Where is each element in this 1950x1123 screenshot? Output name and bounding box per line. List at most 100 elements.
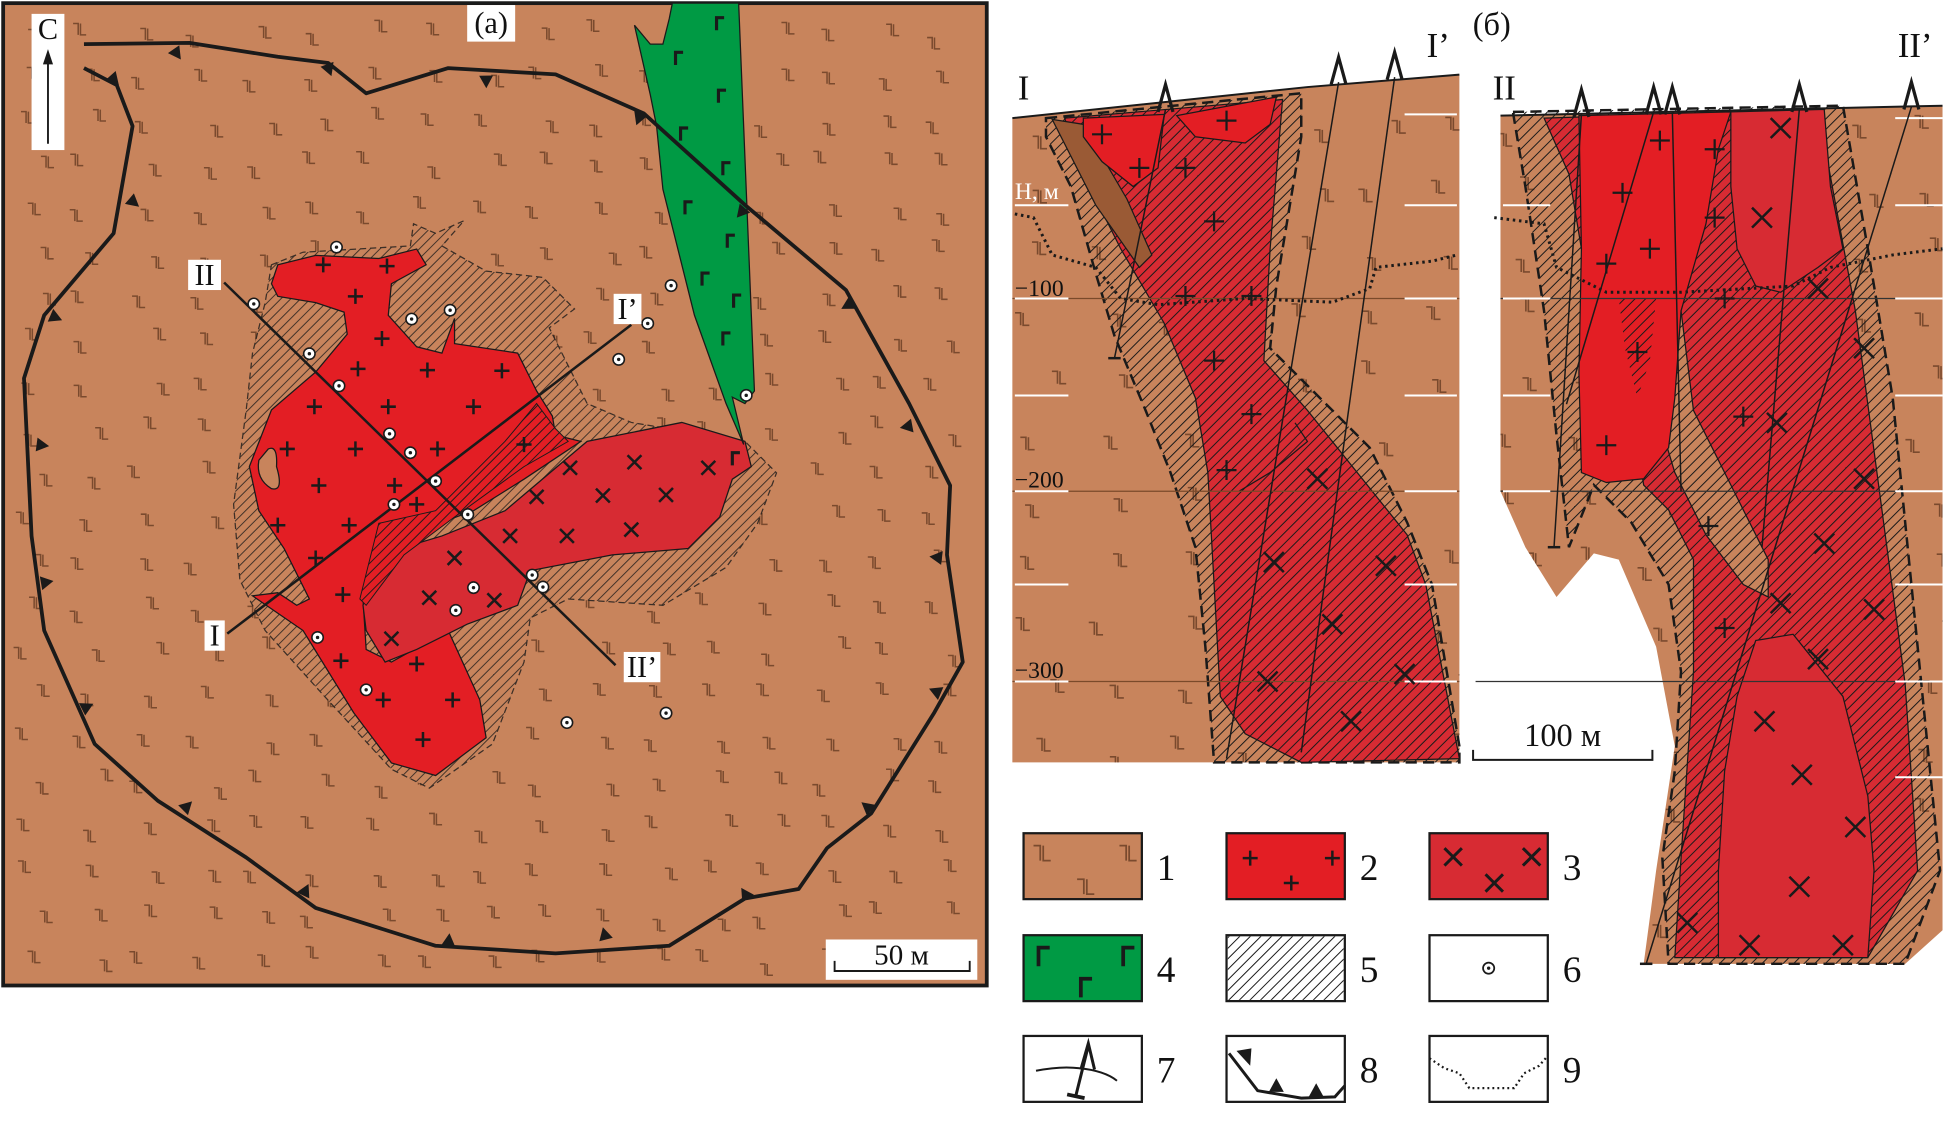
drill-hole-collar-icon: [1079, 1037, 1096, 1070]
basalt-symbol: [13, 646, 27, 660]
basalt-symbol: [759, 333, 774, 347]
legend-item-9: 9: [1428, 1034, 1581, 1103]
basalt-symbol: [1391, 119, 1406, 134]
section-label-I-end: I’: [613, 292, 642, 326]
basalt-symbol: [73, 384, 87, 398]
legend-item-4: 4: [1022, 934, 1176, 1003]
cross-symbol: [1393, 663, 1416, 685]
plus-symbol: [1092, 124, 1112, 145]
basalt-symbol: [923, 377, 937, 391]
basalt-symbol: [257, 954, 271, 968]
basalt-symbol: [1169, 735, 1185, 750]
section-label-II-end: II’: [623, 650, 661, 684]
basalt-symbol: [539, 151, 553, 165]
hatch-swatch: [1227, 936, 1344, 1000]
svg-text:II’: II’: [627, 650, 657, 684]
sample-point-dot: [454, 608, 458, 613]
basalt-symbol: [893, 284, 907, 298]
cross-symbol: [1853, 467, 1875, 490]
svg-text:50 м: 50 м: [874, 940, 929, 972]
basalt-symbol: [1015, 617, 1030, 632]
plus-symbol: [1324, 850, 1340, 866]
thrust-tooth: [78, 703, 94, 716]
cross-symbol: [1807, 648, 1829, 670]
section-I-end-label: I’: [1427, 26, 1450, 65]
sample-point-dot: [466, 512, 470, 517]
cross-symbol: [1738, 934, 1761, 956]
thrust-tooth: [899, 418, 914, 433]
depth-axis-title: Н, м: [1015, 179, 1059, 205]
basalt-symbol: [190, 296, 204, 310]
drill-hole-collar-icon: [1902, 75, 1921, 110]
basalt-symbol: [305, 945, 319, 959]
basalt-symbol: [531, 639, 545, 653]
sample-point-dot: [433, 479, 438, 483]
basalt-symbol: [838, 904, 852, 918]
drill-hole-trace: [1645, 106, 1913, 965]
basalt-symbol: [426, 22, 440, 36]
basalt-symbol: [16, 818, 30, 832]
cross-symbol: [1676, 911, 1699, 934]
basalt-symbol: [539, 247, 553, 261]
plus-symbol: [347, 288, 364, 304]
cross-symbol: [1484, 873, 1505, 893]
basalt-symbol: [242, 79, 256, 93]
legend-number: 1: [1157, 848, 1176, 889]
plus-symbol: [1204, 350, 1225, 371]
drill-hole-collar-icon: [1329, 51, 1348, 85]
basalt-symbol: [527, 784, 541, 798]
basalt-symbol: [868, 901, 882, 915]
cross-symbol: [1340, 710, 1362, 733]
basalt-symbol: [600, 736, 614, 750]
basalt-symbol: [931, 239, 945, 253]
basalt-symbol: [725, 814, 739, 828]
basalt-symbol: [754, 125, 768, 139]
gabbro-symbol: [1078, 976, 1093, 998]
basalt-symbol: [1118, 374, 1134, 389]
plus-symbol: [1242, 850, 1258, 866]
section-label-II-start: II: [188, 258, 221, 292]
thrust-tooth: [1236, 1048, 1252, 1066]
plus-symbol: [1704, 207, 1725, 228]
basalt-symbol: [265, 694, 279, 708]
basalt-symbol: [72, 735, 86, 749]
legend-swatch: [1022, 832, 1143, 901]
plus-symbol: [409, 656, 425, 672]
basalt-symbol: [436, 908, 450, 922]
basalt-symbol: [1032, 135, 1048, 150]
basalt-symbol: [836, 377, 850, 391]
basalt-symbol: [1515, 258, 1530, 273]
thrust-tooth: [736, 203, 751, 218]
basalt-symbol: [541, 27, 555, 41]
thrust-tooth: [861, 802, 876, 816]
cross-symbol: [1766, 412, 1788, 434]
basalt-symbol: [772, 241, 786, 255]
basalt-symbol: [769, 558, 783, 572]
thrust-tooth: [167, 45, 181, 60]
basalt-symbol: [822, 293, 836, 307]
plus-symbol: [1714, 618, 1735, 638]
basalt-symbol: [592, 683, 606, 696]
basalt-symbol: [755, 683, 770, 697]
basalt-symbol: [867, 556, 881, 570]
basalt-symbol: [706, 640, 720, 654]
basalt-symbol: [702, 683, 716, 697]
cross-symbol: [1753, 710, 1776, 733]
basalt-symbol: [1025, 504, 1040, 519]
basalt-symbol: [644, 815, 658, 829]
basalt-symbol: [486, 905, 500, 919]
basalt-symbol: [1459, 441, 1474, 456]
section-scale-bar: 100 м: [1472, 717, 1654, 761]
basalt-symbol: [1941, 620, 1943, 635]
basalt-symbol: [91, 649, 105, 663]
basalt-symbol: [15, 511, 29, 525]
basalt-symbol: [602, 641, 616, 655]
basalt-symbol: [151, 871, 165, 885]
legend-number: 4: [1157, 950, 1176, 991]
basalt-symbol: [545, 120, 559, 134]
basalt-symbol: [538, 688, 552, 702]
basalt-symbol: [134, 120, 148, 134]
depth-tick-label: −200: [1015, 468, 1064, 494]
basalt-symbol: [646, 610, 660, 624]
